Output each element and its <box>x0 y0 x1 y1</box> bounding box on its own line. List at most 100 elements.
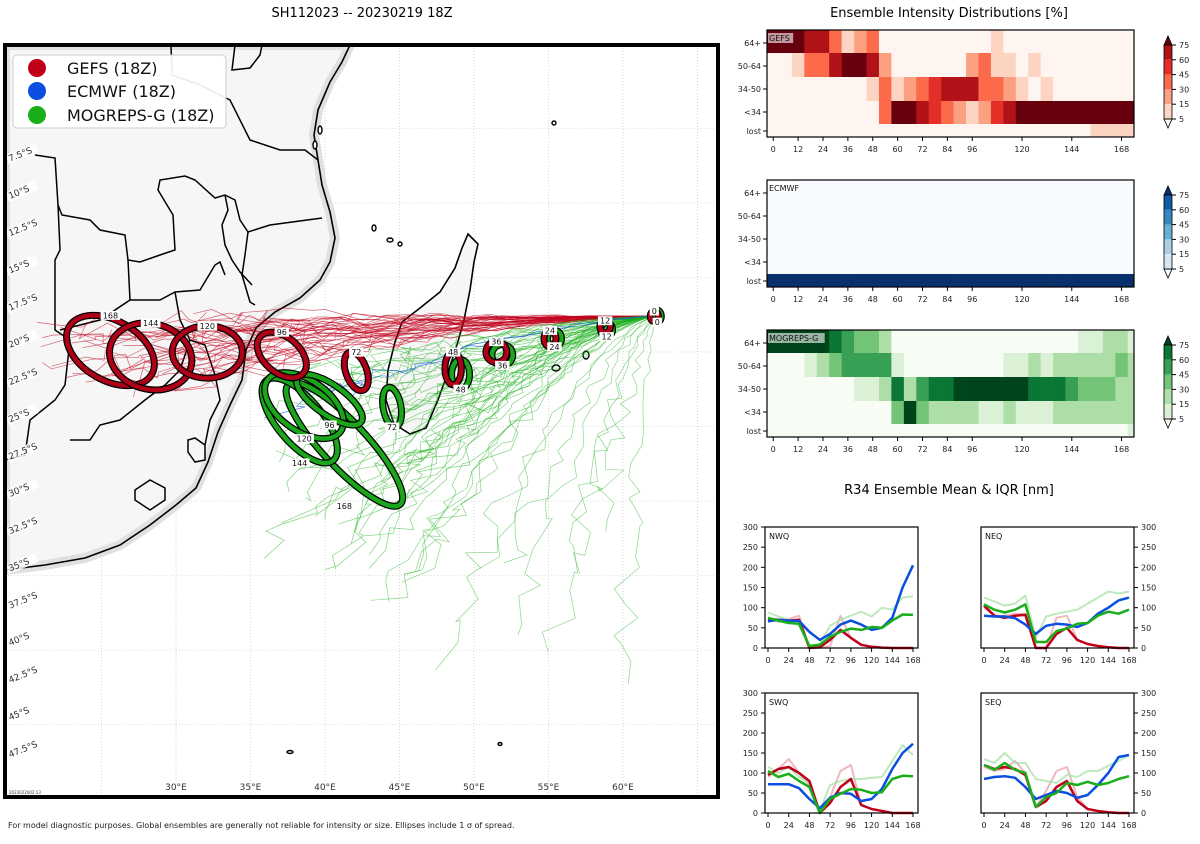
heatmap-cell <box>1040 353 1054 378</box>
heatmap-cell <box>928 180 942 204</box>
heatmap-cell <box>953 203 967 228</box>
r34-quadrant-label: SWQ <box>769 698 788 707</box>
heatmap-cell <box>829 101 842 125</box>
heatmap-cell <box>829 424 842 438</box>
heatmap-cell <box>1090 203 1104 228</box>
heatmap-cell <box>1090 101 1104 125</box>
heatmap-cell <box>1003 30 1017 54</box>
colorbar-tick-label: 5 <box>1179 415 1184 424</box>
colorbar-mogreps-g: 5 15 30 45 60 75 <box>1163 335 1189 429</box>
label-background <box>5 739 39 761</box>
longitude-label: 40°E <box>314 783 336 793</box>
intensity-x-tick-label: 72 <box>917 295 927 304</box>
heatmap-cell <box>966 274 979 288</box>
heatmap-cell <box>854 227 867 252</box>
r34-x-tick-label: 72 <box>825 656 835 665</box>
r34-y-tick-label: 300 <box>1141 689 1156 698</box>
colorbar-min-arrow <box>1163 118 1173 129</box>
heatmap-cell <box>1003 353 1017 378</box>
intensity-x-tick-label: 36 <box>843 145 853 154</box>
intensity-x-tick-label: 144 <box>1064 145 1079 154</box>
intensity-x-tick-label: 96 <box>967 145 977 154</box>
gefs-hour-label: 144 <box>140 318 161 328</box>
intensity-x-tick-label: 0 <box>771 145 776 154</box>
heatmap-cell <box>829 53 842 78</box>
heatmap-cell <box>1015 77 1029 102</box>
heatmap-cell <box>916 124 930 138</box>
heatmap-cell <box>928 424 942 438</box>
heatmap-cell <box>1065 180 1079 204</box>
heatmap-cell <box>1090 424 1104 438</box>
heatmap-cell <box>841 77 855 102</box>
heatmap-cell <box>878 77 892 102</box>
heatmap-cell <box>854 353 867 378</box>
r34-x-tick-label: 72 <box>1041 656 1051 665</box>
heatmap-cell <box>966 53 979 78</box>
heatmap-cell <box>866 274 880 288</box>
colorbar-tick-label: 30 <box>1179 235 1189 244</box>
r34-x-tick-label: 144 <box>1101 821 1116 830</box>
r34-panel-nwq: NWQ 0 50 100 150 200 250 300 0 24 48 72 96 120 144 168 <box>743 523 921 665</box>
heatmap-cell <box>953 353 967 378</box>
gefs-hour-label: 36 <box>489 337 504 347</box>
longitude-label: 60°E <box>612 783 634 793</box>
intensity-row-label: lost <box>747 277 761 286</box>
intensity-x-tick-label: 144 <box>1064 445 1079 454</box>
ensemble-track <box>149 315 658 364</box>
longitude-labels: 30°E 35°E 40°E 45°E 50°E 55°E 60°E <box>165 783 634 793</box>
ellipse-label-bg <box>334 501 355 511</box>
heatmap-cell <box>978 251 992 275</box>
ellipse-label-bg <box>649 306 659 316</box>
heatmap-cell <box>816 274 830 288</box>
intensity-heatmaps: GEFS 64+ 50-64 34-50 <34 lost 0 12 24 36 48 60 72 84 9… <box>738 29 1189 454</box>
intensity-x-tick-label: 48 <box>868 445 878 454</box>
heatmap-cell <box>878 180 892 204</box>
intensity-row-label: lost <box>747 127 761 136</box>
heatmap-cell <box>966 377 979 402</box>
intensity-x-tick-label: 60 <box>893 445 903 454</box>
r34-y-tick-label: 0 <box>1141 644 1146 653</box>
heatmap-cell <box>854 377 867 402</box>
r34-y-tick-label: 150 <box>743 584 758 593</box>
heatmap-cell <box>1102 401 1116 425</box>
heatmap-cell <box>1003 101 1017 125</box>
heatmap-cell <box>1040 274 1054 288</box>
heatmap-cell <box>941 330 954 354</box>
label-background <box>5 441 39 463</box>
heatmap-cell <box>1003 53 1017 78</box>
ellipse-hour-label: 0 <box>655 318 660 327</box>
colorbar-max-arrow <box>1163 35 1173 46</box>
intensity-row-label: lost <box>747 427 761 436</box>
heatmap-gefs: GEFS 64+ 50-64 34-50 <34 lost 0 12 24 36 48 60 72 84 9… <box>738 29 1189 154</box>
heatmap-cell <box>878 353 892 378</box>
heatmap-cell <box>916 53 930 78</box>
label-background <box>5 478 39 500</box>
ensemble-track <box>464 315 658 569</box>
heatmap-cell <box>804 180 818 204</box>
heatmap-cell <box>804 251 818 275</box>
heatmap-cell <box>916 101 930 125</box>
heatmap-cell <box>1102 377 1116 402</box>
heatmap-cell <box>928 203 942 228</box>
heatmap-cell <box>1028 203 1041 228</box>
heatmap-cell <box>1053 77 1066 102</box>
heatmap-cell <box>779 377 793 402</box>
heatmap-cell <box>941 203 954 228</box>
heatmap-cell <box>916 330 930 354</box>
r34-x-tick-label: 24 <box>1000 656 1010 665</box>
r34-x-tick-label: 0 <box>981 821 986 830</box>
colorbar-segment <box>1164 239 1172 255</box>
ensemble-track <box>436 315 658 399</box>
heatmap-cell <box>841 377 855 402</box>
heatmap-cell <box>1053 330 1066 354</box>
r34-line-gefs <box>767 765 913 815</box>
heatmap-cell <box>1065 203 1079 228</box>
heatmap-cell <box>891 203 905 228</box>
heatmap-cell <box>1090 124 1104 138</box>
intensity-x-tick-label: 24 <box>818 145 828 154</box>
heatmap-cell <box>866 251 880 275</box>
heatmap-cell <box>791 251 805 275</box>
heatmap-cell <box>1053 251 1066 275</box>
heatmap-cell <box>1028 330 1041 354</box>
